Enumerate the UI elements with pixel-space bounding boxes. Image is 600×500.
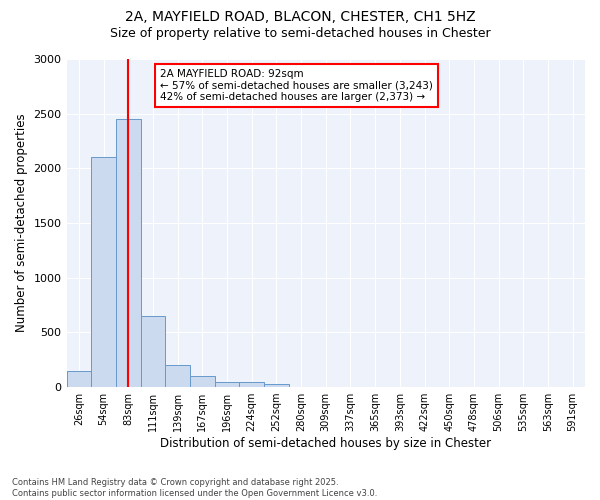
Bar — [264, 384, 289, 387]
Text: Contains HM Land Registry data © Crown copyright and database right 2025.
Contai: Contains HM Land Registry data © Crown c… — [12, 478, 377, 498]
Bar — [215, 382, 239, 387]
Bar — [165, 365, 190, 387]
Text: 2A, MAYFIELD ROAD, BLACON, CHESTER, CH1 5HZ: 2A, MAYFIELD ROAD, BLACON, CHESTER, CH1 … — [125, 10, 475, 24]
Bar — [190, 376, 215, 387]
Y-axis label: Number of semi-detached properties: Number of semi-detached properties — [15, 114, 28, 332]
Bar — [91, 158, 116, 387]
Text: 2A MAYFIELD ROAD: 92sqm
← 57% of semi-detached houses are smaller (3,243)
42% of: 2A MAYFIELD ROAD: 92sqm ← 57% of semi-de… — [160, 69, 433, 102]
Bar — [116, 119, 140, 387]
X-axis label: Distribution of semi-detached houses by size in Chester: Distribution of semi-detached houses by … — [160, 437, 491, 450]
Text: Size of property relative to semi-detached houses in Chester: Size of property relative to semi-detach… — [110, 28, 490, 40]
Bar — [140, 316, 165, 387]
Bar — [239, 382, 264, 387]
Bar — [67, 370, 91, 387]
